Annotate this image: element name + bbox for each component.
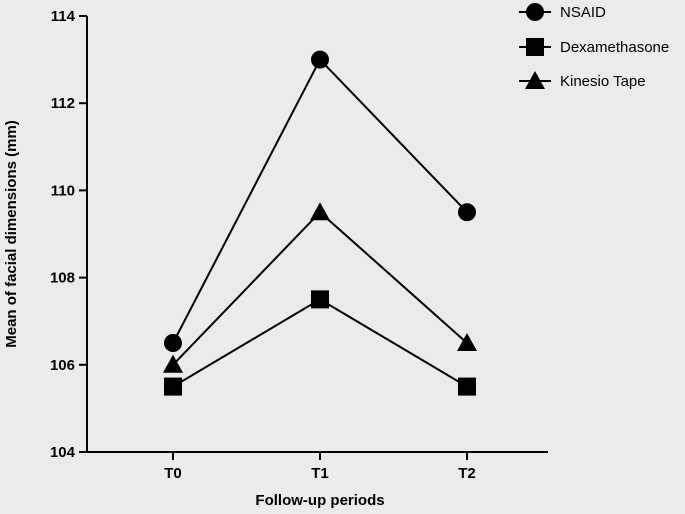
data-point-circle xyxy=(164,334,182,352)
legend: NSAID Dexamethasone Kinesio Tape xyxy=(519,3,669,90)
legend-item: Dexamethasone xyxy=(519,38,669,56)
legend-label: Dexamethasone xyxy=(560,39,669,56)
data-point-triangle xyxy=(163,354,183,373)
y-tick-label: 114 xyxy=(51,8,76,25)
y-tick-label: 110 xyxy=(51,182,75,199)
x-tick-label: T0 xyxy=(164,465,182,482)
series-layer xyxy=(163,50,477,396)
x-ticks: T0 T1 T2 xyxy=(164,452,476,482)
data-point-square xyxy=(164,377,182,396)
data-point-triangle xyxy=(310,202,330,221)
y-tick-label: 104 xyxy=(50,444,76,461)
y-axis-title: Mean of facial dimensions (mm) xyxy=(3,120,20,348)
series-circle xyxy=(164,50,476,352)
x-tick-label: T1 xyxy=(311,465,329,482)
series-line xyxy=(172,210,468,366)
series-triangle xyxy=(163,202,477,373)
data-point-triangle xyxy=(457,333,477,351)
data-point-circle xyxy=(311,50,329,69)
x-tick-label: T2 xyxy=(458,465,476,482)
x-axis-title: Follow-up periods xyxy=(255,492,384,509)
x-axis: T0 T1 T2 xyxy=(87,451,548,482)
legend-marker-square xyxy=(526,38,544,56)
legend-marker-triangle xyxy=(525,71,545,89)
legend-item: Kinesio Tape xyxy=(519,71,646,90)
y-ticks: 104 106 108 110 112 114 xyxy=(50,8,87,461)
legend-marker-circle xyxy=(526,3,544,21)
legend-label: Kinesio Tape xyxy=(560,73,646,90)
y-tick-label: 112 xyxy=(51,95,75,112)
series-square xyxy=(164,290,476,396)
y-tick-label: 108 xyxy=(50,270,75,287)
data-point-square xyxy=(458,377,476,396)
y-tick-label: 106 xyxy=(50,357,75,374)
data-point-circle xyxy=(458,203,476,222)
legend-label: NSAID xyxy=(560,4,606,21)
series-line xyxy=(172,298,468,388)
y-axis: 104 106 108 110 112 114 xyxy=(50,8,88,461)
legend-item: NSAID xyxy=(519,3,606,21)
data-point-square xyxy=(311,290,329,309)
